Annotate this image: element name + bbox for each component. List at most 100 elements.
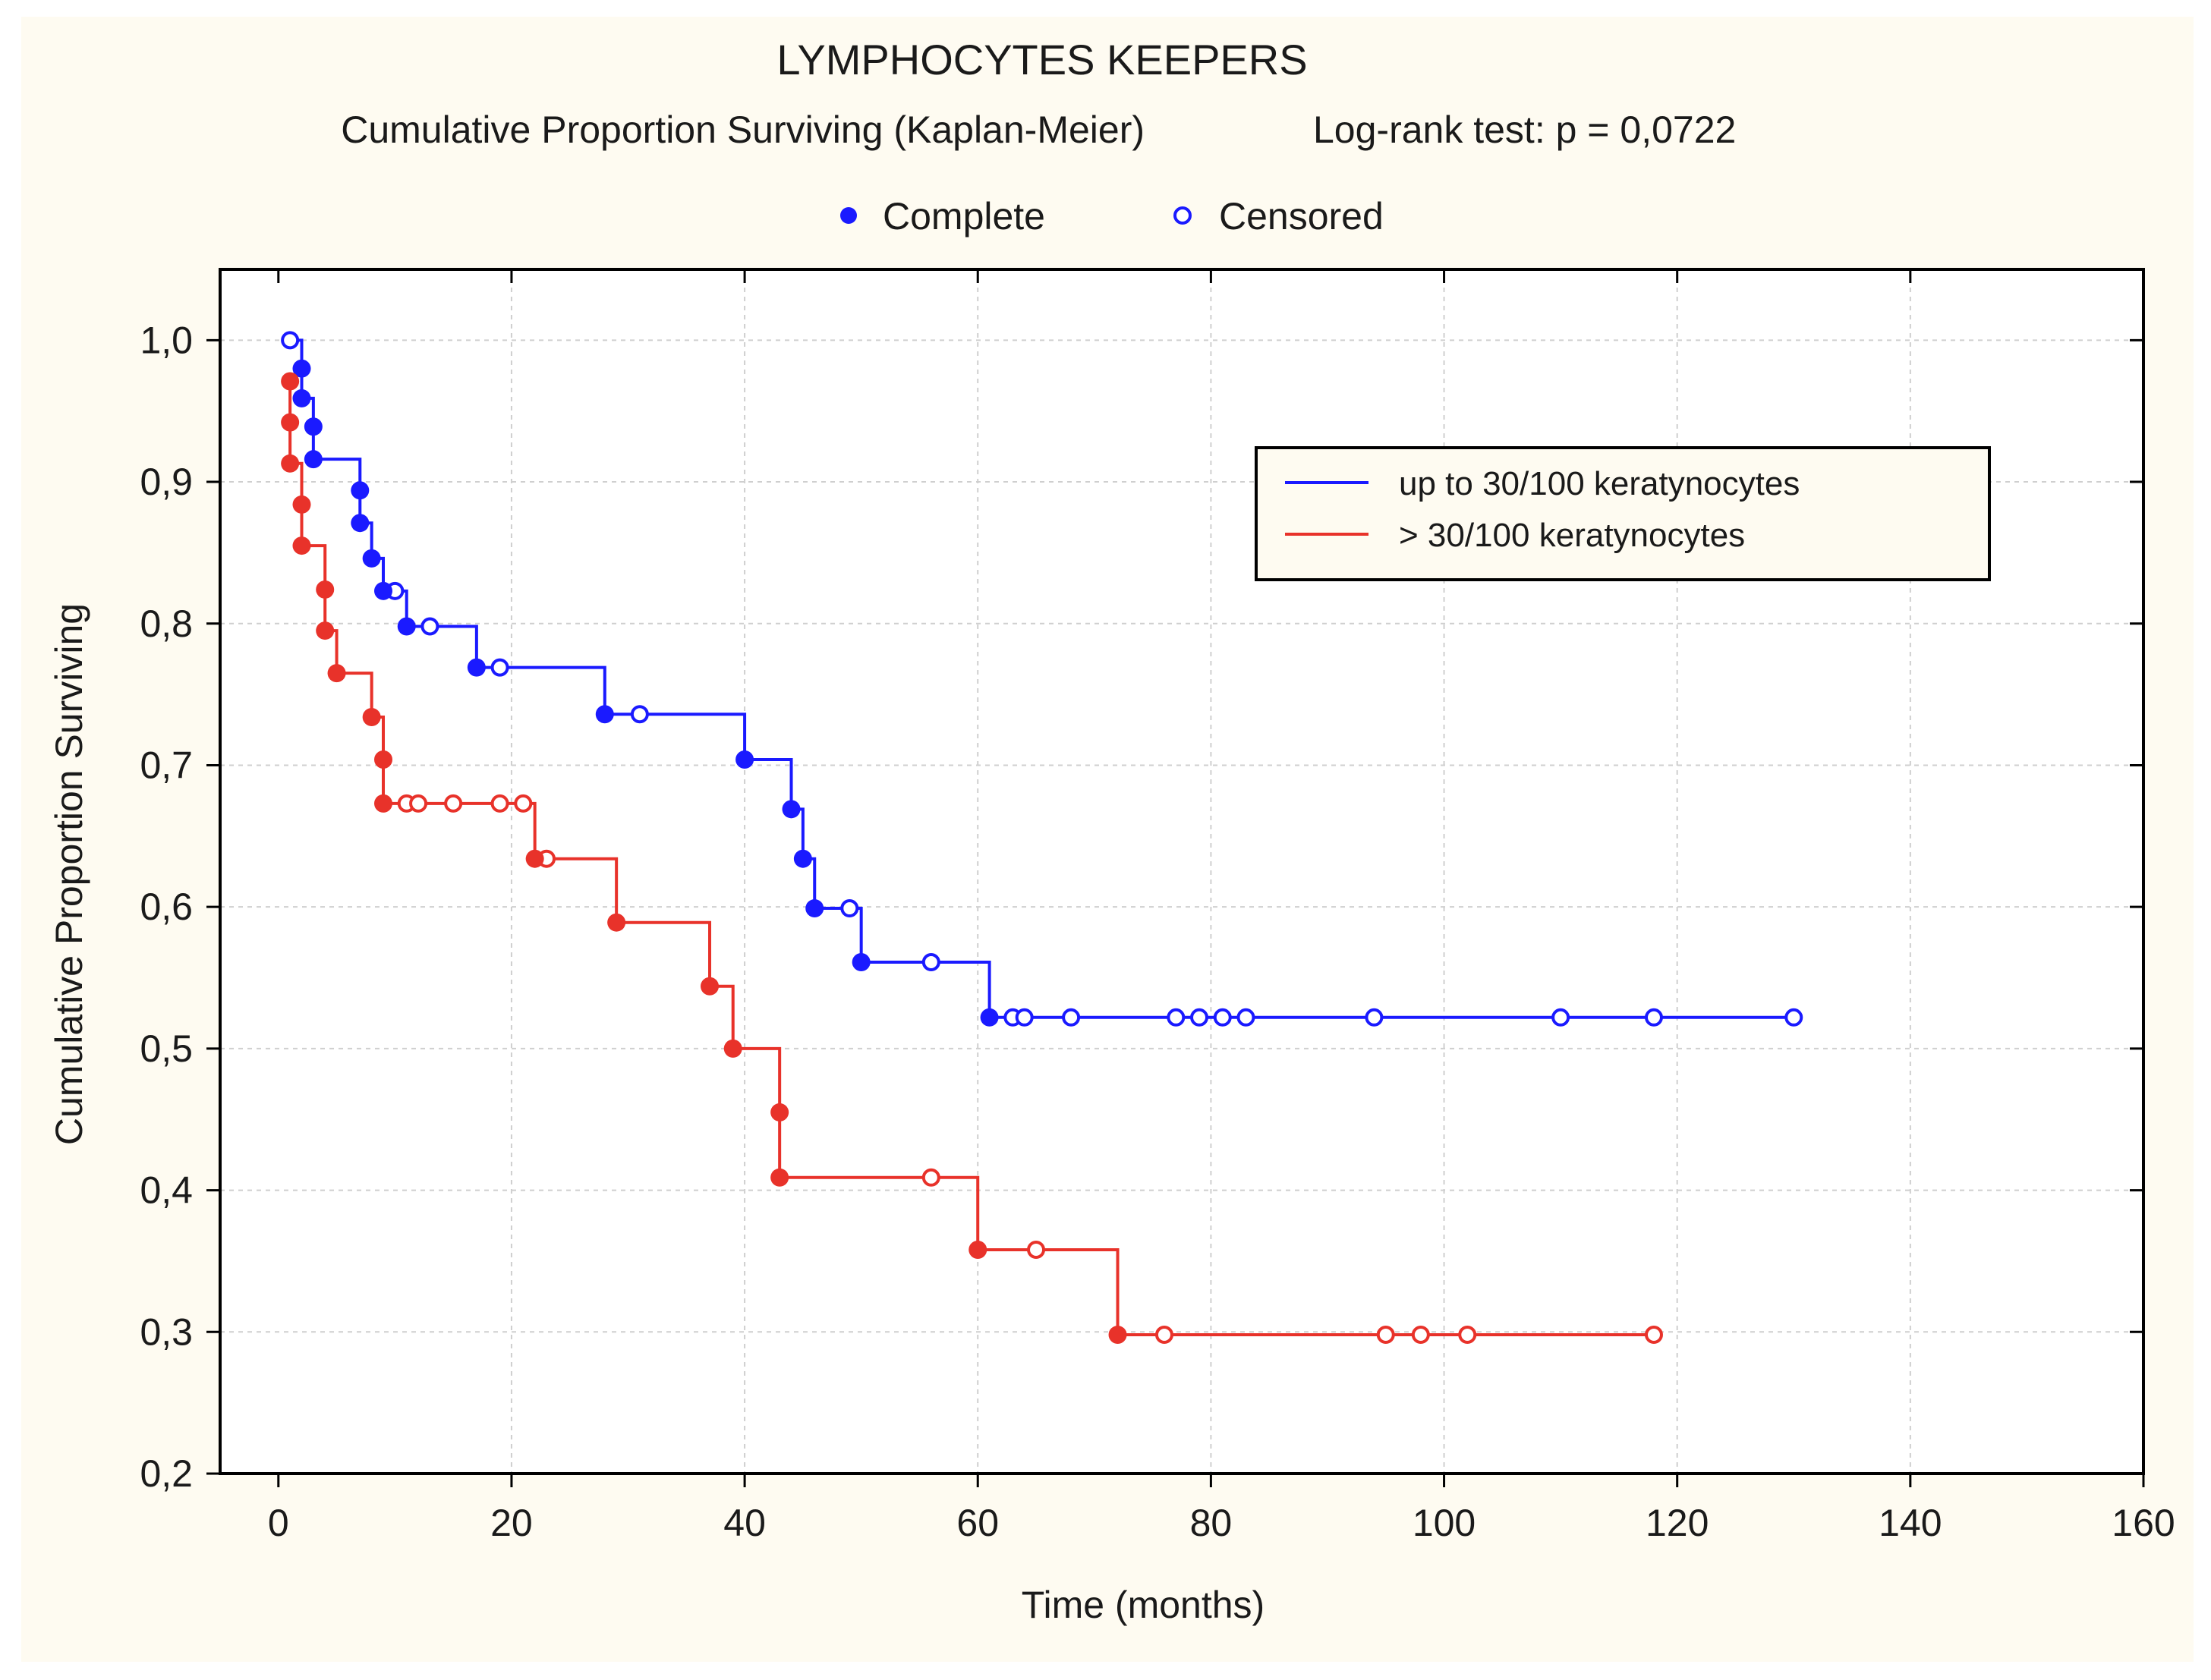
complete-point-over-30 [327, 664, 346, 683]
y-tick-label: 0,5 [140, 1027, 193, 1070]
x-tick-label: 140 [1879, 1502, 1942, 1544]
censored-point-over-30 [921, 1168, 940, 1187]
censored-point-up-to-30 [420, 617, 439, 636]
complete-point-over-30 [292, 495, 311, 514]
complete-point-up-to-30 [374, 581, 393, 600]
complete-point-over-30 [723, 1039, 742, 1058]
x-tick-label: 40 [723, 1502, 766, 1544]
censored-point-over-30 [514, 794, 533, 813]
censored-point-up-to-30 [1644, 1008, 1663, 1027]
y-tick-label: 0,7 [140, 744, 193, 786]
chart-subtitle: Cumulative Proportion Surviving (Kaplan-… [341, 109, 1145, 151]
plot-border [219, 268, 2145, 1475]
series-layer [281, 331, 1803, 1345]
chart-background: LYMPHOCYTES KEEPERS Cumulative Proportio… [21, 17, 2194, 1662]
legend-label-over-30: > 30/100 keratynocytes [1399, 517, 1745, 554]
axis-ticks: 0 20 40 60 80 100 120 140 160 0,2 0,3 0,4 0,5 0,6 0,7 0… [140, 269, 2175, 1544]
complete-point-over-30 [607, 913, 626, 932]
kaplan-meier-chart: LYMPHOCYTES KEEPERS Cumulative Proportio… [48, 36, 2175, 1626]
complete-point-over-30 [281, 413, 300, 432]
censored-point-over-30 [1376, 1326, 1395, 1345]
censored-point-up-to-30 [281, 331, 300, 350]
survival-curve-up-to-30 [290, 338, 1794, 1019]
complete-point-over-30 [770, 1168, 789, 1187]
complete-point-over-30 [525, 849, 544, 868]
y-tick-label: 0,9 [140, 461, 193, 503]
x-tick-label: 160 [2112, 1502, 2175, 1544]
censored-point-up-to-30 [1236, 1008, 1255, 1027]
complete-point-over-30 [374, 794, 393, 813]
complete-point-up-to-30 [351, 481, 370, 500]
complete-point-up-to-30 [304, 450, 323, 469]
complete-point-up-to-30 [467, 658, 486, 677]
censored-legend-label: Censored [1219, 195, 1384, 238]
complete-point-up-to-30 [793, 849, 812, 868]
complete-point-over-30 [362, 707, 381, 726]
y-tick-label: 0,4 [140, 1169, 193, 1212]
complete-point-over-30 [281, 372, 300, 391]
censored-point-over-30 [1644, 1326, 1663, 1345]
censored-marker-icon [1173, 206, 1192, 225]
complete-point-up-to-30 [980, 1008, 999, 1027]
x-tick-label: 80 [1190, 1502, 1233, 1544]
chart-title: LYMPHOCYTES KEEPERS [776, 36, 1307, 83]
x-tick-label: 20 [490, 1502, 533, 1544]
complete-point-up-to-30 [292, 359, 311, 378]
censored-point-up-to-30 [1015, 1008, 1034, 1027]
x-tick-label: 0 [268, 1502, 289, 1544]
complete-point-over-30 [316, 580, 335, 599]
censored-point-up-to-30 [1062, 1008, 1081, 1027]
censored-point-up-to-30 [1551, 1008, 1570, 1027]
complete-point-over-30 [374, 750, 393, 769]
censored-point-up-to-30 [921, 952, 940, 971]
complete-point-over-30 [968, 1241, 987, 1260]
y-tick-label: 0,8 [140, 602, 193, 645]
complete-marker-icon [840, 207, 857, 224]
censored-point-up-to-30 [1784, 1008, 1803, 1027]
censored-point-over-30 [1458, 1326, 1477, 1345]
complete-point-up-to-30 [362, 549, 381, 568]
censored-point-up-to-30 [1190, 1008, 1209, 1027]
complete-point-over-30 [770, 1103, 789, 1122]
censored-point-up-to-30 [840, 899, 859, 918]
y-tick-label: 1,0 [140, 319, 193, 361]
complete-point-up-to-30 [805, 899, 824, 918]
complete-point-up-to-30 [782, 800, 801, 819]
y-tick-label: 0,2 [140, 1452, 193, 1495]
complete-point-up-to-30 [852, 952, 871, 971]
complete-point-over-30 [281, 454, 300, 473]
censored-point-over-30 [1411, 1326, 1430, 1345]
x-axis-label: Time (months) [1022, 1584, 1265, 1626]
grid-lines [220, 269, 2143, 1474]
series-legend-box [1255, 446, 1991, 581]
censored-point-up-to-30 [1213, 1008, 1232, 1027]
complete-point-over-30 [1108, 1326, 1127, 1345]
legend-label-up-to-30: up to 30/100 keratynocytes [1399, 465, 1800, 502]
censored-point-over-30 [1027, 1241, 1046, 1260]
x-tick-label: 100 [1413, 1502, 1476, 1544]
censored-point-over-30 [444, 794, 463, 813]
complete-point-over-30 [292, 536, 311, 555]
y-tick-label: 0,3 [140, 1310, 193, 1353]
censored-point-over-30 [490, 794, 509, 813]
censored-point-up-to-30 [1365, 1008, 1384, 1027]
complete-point-up-to-30 [292, 389, 311, 407]
censored-point-over-30 [1154, 1326, 1173, 1345]
censored-point-up-to-30 [630, 705, 649, 724]
x-tick-label: 60 [956, 1502, 999, 1544]
complete-point-up-to-30 [304, 417, 323, 436]
complete-point-up-to-30 [351, 514, 370, 533]
complete-point-over-30 [316, 621, 335, 640]
complete-legend-label: Complete [883, 195, 1045, 238]
complete-point-up-to-30 [397, 617, 416, 636]
log-rank-test-text: Log-rank test: p = 0,0722 [1313, 109, 1736, 151]
complete-point-up-to-30 [595, 705, 614, 724]
censored-point-over-30 [409, 794, 428, 813]
complete-point-over-30 [701, 977, 720, 996]
y-axis-label: Cumulative Proportion Surviving [48, 603, 90, 1145]
y-tick-label: 0,6 [140, 886, 193, 928]
x-tick-label: 120 [1646, 1502, 1709, 1544]
complete-point-up-to-30 [735, 750, 754, 769]
censored-point-up-to-30 [1167, 1008, 1186, 1027]
censored-point-up-to-30 [490, 658, 509, 677]
